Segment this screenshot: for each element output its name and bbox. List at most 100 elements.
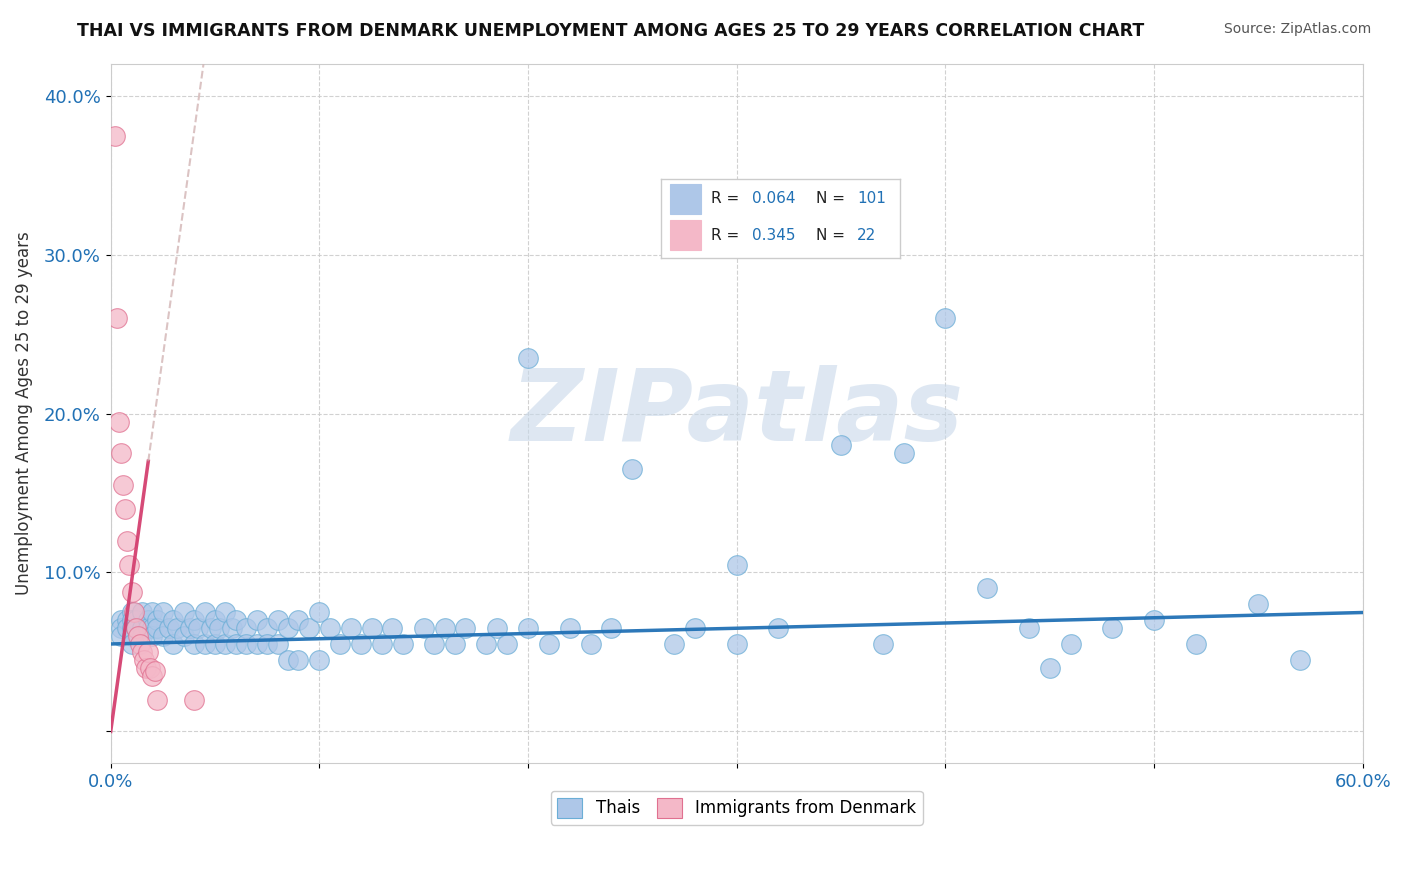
Point — [225, 613, 247, 627]
Point — [319, 621, 342, 635]
Text: N =: N = — [817, 192, 851, 206]
Text: R =: R = — [711, 227, 744, 243]
Point — [517, 621, 540, 635]
Bar — [671, 220, 702, 251]
Point — [183, 692, 205, 706]
Point — [214, 637, 236, 651]
Point — [830, 438, 852, 452]
Point — [121, 605, 143, 619]
Point — [208, 621, 231, 635]
Point — [225, 637, 247, 651]
Text: Source: ZipAtlas.com: Source: ZipAtlas.com — [1223, 22, 1371, 37]
Text: 0.345: 0.345 — [752, 227, 796, 243]
Point — [141, 621, 163, 635]
Point — [121, 637, 143, 651]
Point — [112, 478, 135, 492]
Point — [145, 692, 167, 706]
Point — [517, 351, 540, 365]
Point — [145, 613, 167, 627]
Point — [558, 621, 581, 635]
Point — [308, 653, 330, 667]
Point — [266, 637, 288, 651]
Point — [122, 605, 145, 619]
Point — [454, 621, 477, 635]
Point — [246, 613, 269, 627]
Point — [136, 621, 159, 635]
Point — [135, 661, 157, 675]
Point — [105, 311, 128, 326]
Point — [329, 637, 352, 651]
Point — [117, 613, 139, 627]
Point — [162, 613, 184, 627]
Point — [235, 637, 257, 651]
Point — [141, 605, 163, 619]
Point — [433, 621, 456, 635]
Point — [214, 605, 236, 619]
Point — [662, 637, 685, 651]
Text: 0.064: 0.064 — [752, 192, 796, 206]
Point — [125, 621, 148, 635]
Point — [131, 645, 153, 659]
Point — [725, 637, 748, 651]
Point — [114, 502, 136, 516]
Point — [308, 605, 330, 619]
Point — [166, 621, 188, 635]
Point — [287, 613, 309, 627]
Point — [256, 621, 278, 635]
Point — [235, 621, 257, 635]
Point — [183, 637, 205, 651]
Point — [125, 621, 148, 635]
Point — [277, 653, 299, 667]
Point — [204, 637, 226, 651]
Point — [339, 621, 361, 635]
Point — [600, 621, 623, 635]
Point — [110, 446, 132, 460]
Point — [412, 621, 434, 635]
Point — [204, 613, 226, 627]
Point — [621, 462, 644, 476]
Point — [127, 629, 149, 643]
Point — [104, 128, 127, 143]
Point — [194, 637, 217, 651]
Point — [1018, 621, 1040, 635]
Text: N =: N = — [817, 227, 851, 243]
Text: THAI VS IMMIGRANTS FROM DENMARK UNEMPLOYMENT AMONG AGES 25 TO 29 YEARS CORRELATI: THAI VS IMMIGRANTS FROM DENMARK UNEMPLOY… — [77, 22, 1144, 40]
Point — [1289, 653, 1312, 667]
Text: ZIPatlas: ZIPatlas — [510, 365, 963, 462]
Point — [934, 311, 956, 326]
Legend: Thais, Immigrants from Denmark: Thais, Immigrants from Denmark — [551, 791, 922, 825]
Point — [194, 605, 217, 619]
Point — [152, 629, 174, 643]
Point — [143, 664, 166, 678]
Point — [423, 637, 446, 651]
Point — [444, 637, 467, 651]
Point — [110, 629, 132, 643]
Point — [121, 629, 143, 643]
Point — [183, 613, 205, 627]
Point — [141, 629, 163, 643]
Point — [381, 621, 404, 635]
Point — [110, 621, 132, 635]
Point — [1059, 637, 1081, 651]
Point — [157, 621, 180, 635]
Point — [121, 613, 143, 627]
Point — [768, 621, 790, 635]
Point — [117, 533, 139, 548]
Point — [129, 637, 152, 651]
Point — [173, 605, 195, 619]
Point — [1143, 613, 1166, 627]
Point — [132, 653, 155, 667]
Point — [579, 637, 602, 651]
Point — [121, 621, 143, 635]
Point — [221, 621, 243, 635]
Point — [136, 645, 159, 659]
Point — [266, 613, 288, 627]
Point — [287, 653, 309, 667]
Point — [496, 637, 519, 651]
Point — [118, 558, 141, 572]
Point — [392, 637, 415, 651]
Y-axis label: Unemployment Among Ages 25 to 29 years: Unemployment Among Ages 25 to 29 years — [15, 232, 32, 596]
Point — [187, 621, 209, 635]
Point — [683, 621, 706, 635]
Point — [145, 621, 167, 635]
